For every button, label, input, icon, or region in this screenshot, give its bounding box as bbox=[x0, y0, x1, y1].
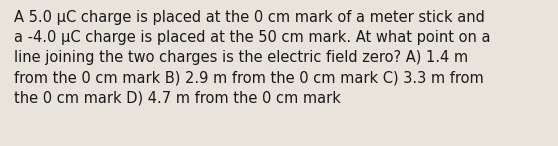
Text: A 5.0 μC charge is placed at the 0 cm mark of a meter stick and
a -4.0 μC charge: A 5.0 μC charge is placed at the 0 cm ma… bbox=[14, 10, 490, 105]
